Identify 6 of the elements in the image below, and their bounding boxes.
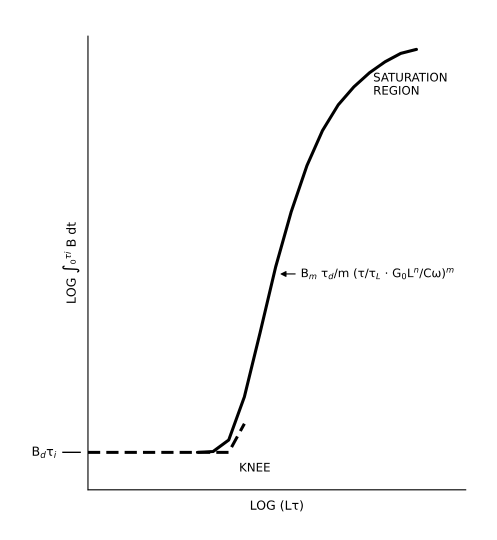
ref-line-label: B$_{d}$τ$_{i}$ [32, 446, 56, 458]
annotation: SATURATION REGION [374, 72, 446, 95]
annotation: KNEE [240, 462, 270, 472]
text: B$_{m}$ τ$_{d}$/m (τ/τ$_{L}$ · G$_{0}$L$^{n}$/Cω)$^{m}$ [302, 268, 454, 280]
x-axis-title: LOG (Lτ) [250, 500, 303, 512]
y-axis-title: LOG ∫₀$^{τi}$ B dt [62, 222, 80, 303]
